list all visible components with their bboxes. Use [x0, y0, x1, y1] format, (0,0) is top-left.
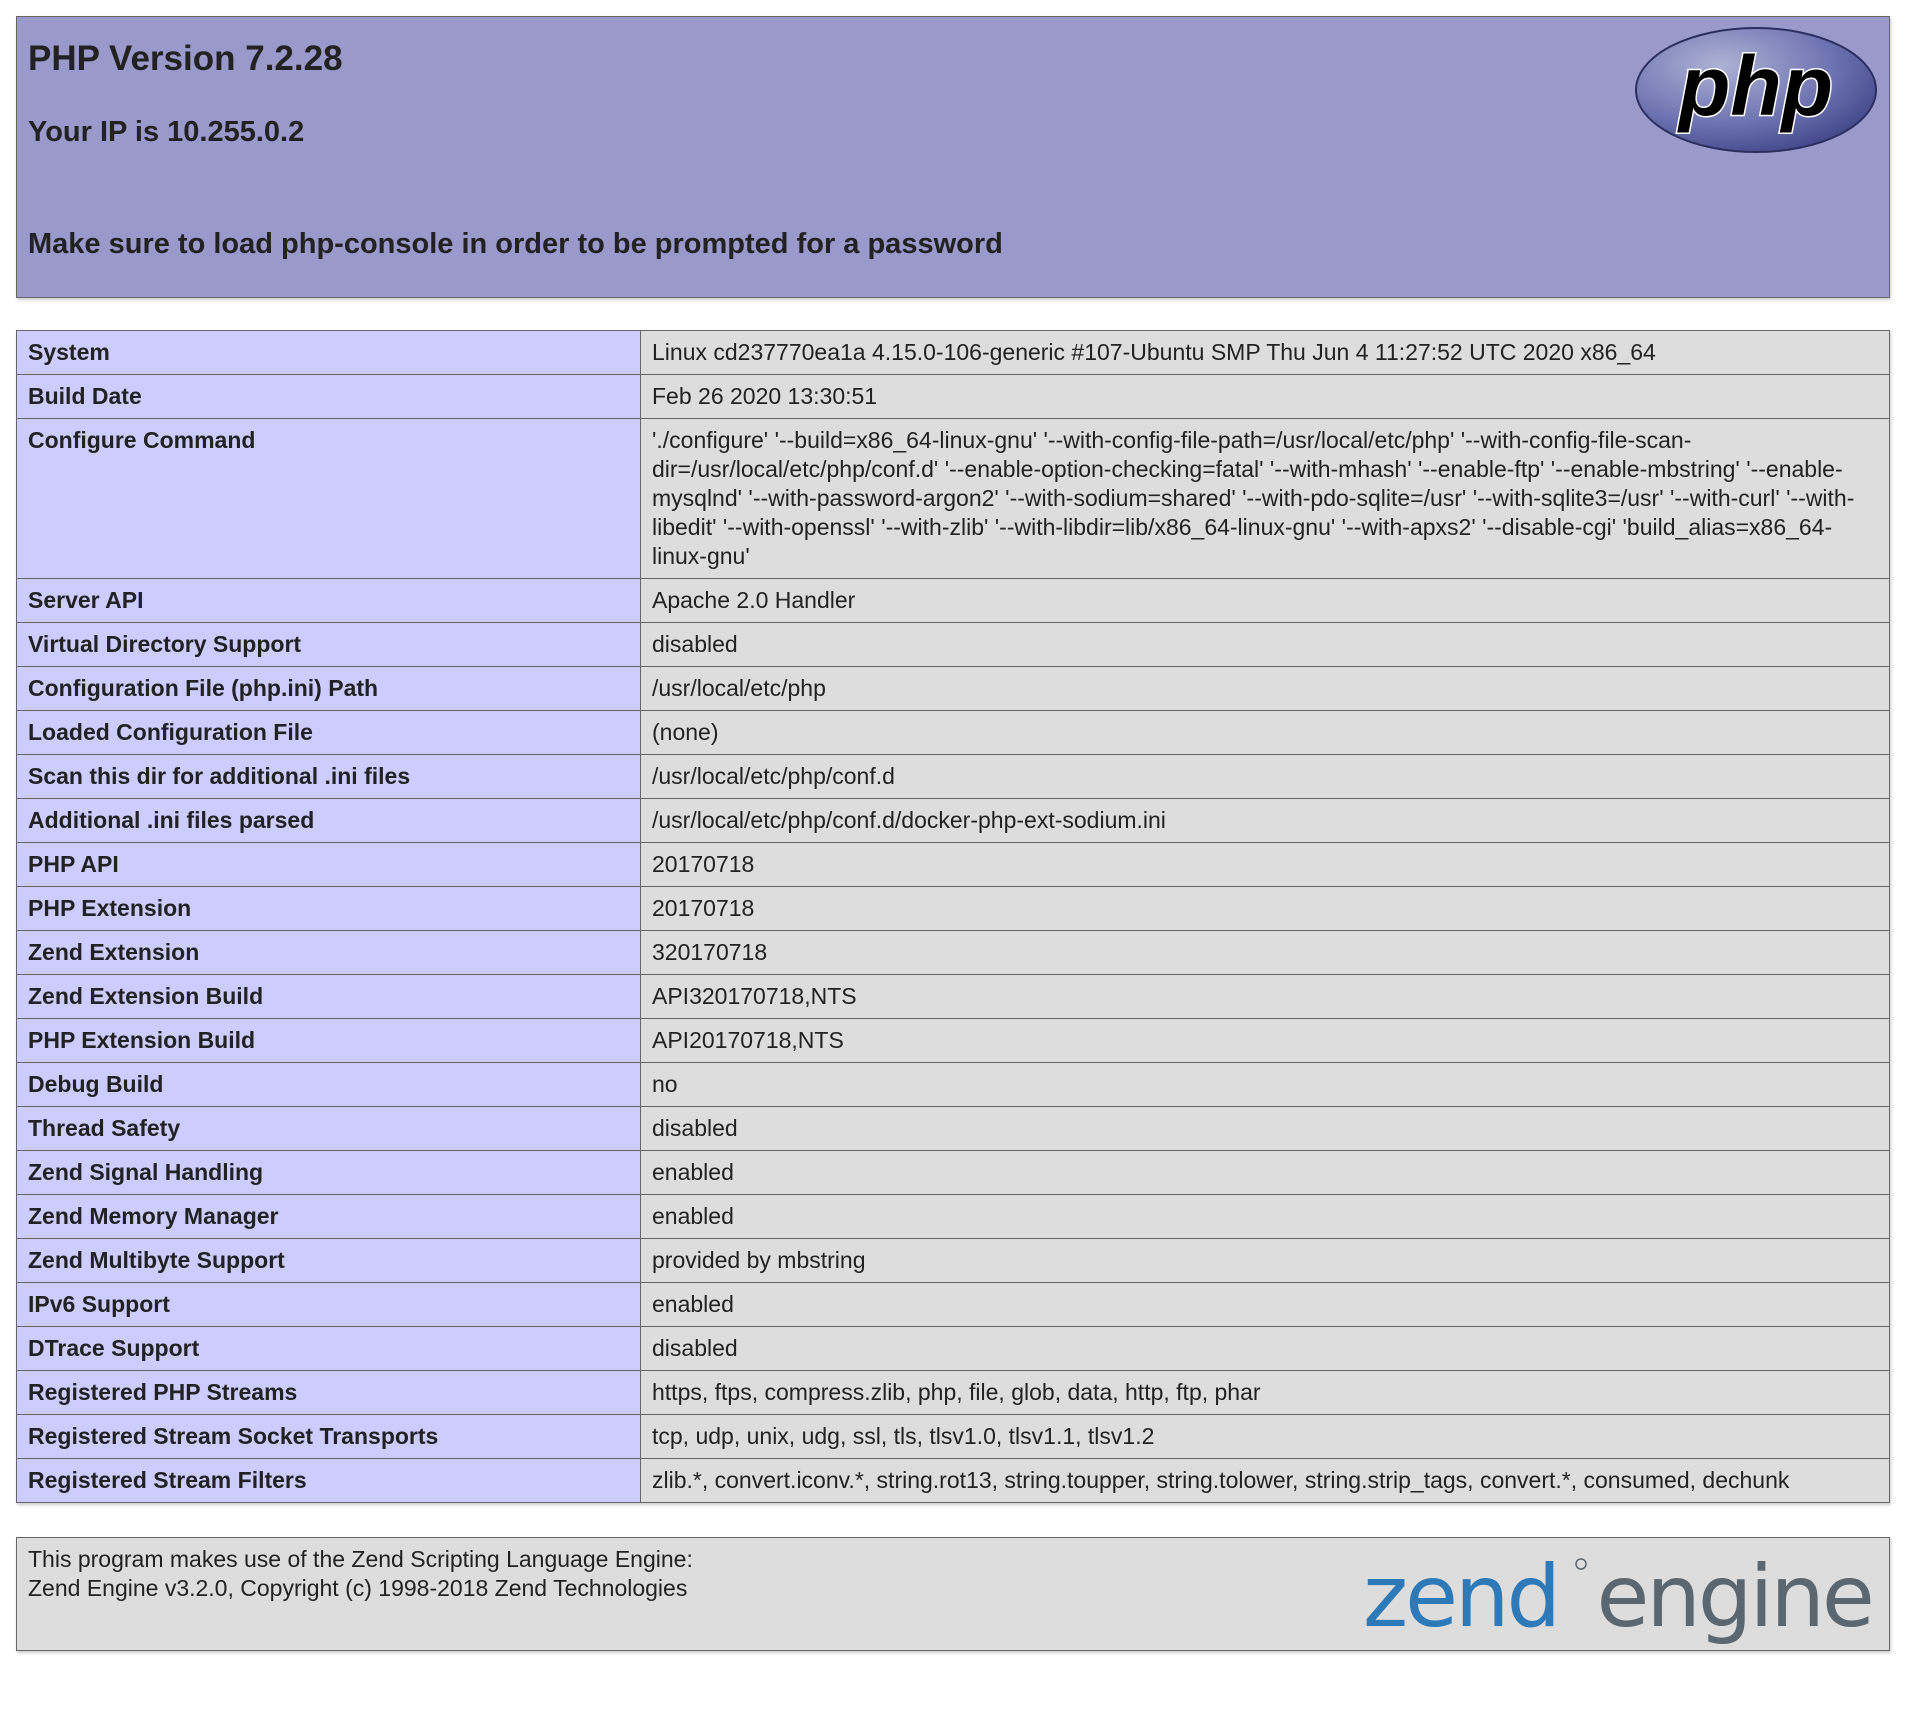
row-key: PHP API [16, 842, 641, 887]
row-value: 20170718 [640, 842, 1890, 887]
table-row: Registered Stream Socket Transports tcp, … [16, 1414, 1890, 1459]
zend-engine-logo: zend engine [1363, 1547, 1875, 1647]
row-value: zlib.*, convert.iconv.*, string.rot13, s… [640, 1458, 1890, 1503]
zend-logo-text-b: engine [1597, 1547, 1872, 1647]
row-key: Configuration File (php.ini) Path [16, 666, 641, 711]
row-value: API320170718,NTS [640, 974, 1890, 1019]
row-key: Additional .ini files parsed [16, 798, 641, 843]
row-key: Server API [16, 578, 641, 623]
row-value: 320170718 [640, 930, 1890, 975]
page-title: PHP Version 7.2.28 [28, 39, 343, 78]
row-value: enabled [640, 1150, 1890, 1195]
registered-mark-icon [1575, 1558, 1587, 1570]
row-value: /usr/local/etc/php/conf.d/docker-php-ext… [640, 798, 1890, 843]
row-value: /usr/local/etc/php/conf.d [640, 754, 1890, 799]
row-value: (none) [640, 710, 1890, 755]
row-key: System [16, 330, 641, 375]
table-row: Server API Apache 2.0 Handler [16, 578, 1890, 623]
table-row: Zend Signal Handling enabled [16, 1150, 1890, 1195]
row-value: https, ftps, compress.zlib, php, file, g… [640, 1370, 1890, 1415]
row-key: Configure Command [16, 418, 641, 579]
row-key: Loaded Configuration File [16, 710, 641, 755]
row-key: Zend Extension Build [16, 974, 641, 1019]
console-notice: Make sure to load php-console in order t… [28, 228, 1003, 260]
table-row: Debug Build no [16, 1062, 1890, 1107]
row-value: provided by mbstring [640, 1238, 1890, 1283]
row-key: Thread Safety [16, 1106, 641, 1151]
row-value: Apache 2.0 Handler [640, 578, 1890, 623]
row-key: PHP Extension [16, 886, 641, 931]
php-logo: php [1635, 27, 1877, 153]
table-row: Configuration File (php.ini) Path/usr/lo… [16, 666, 1890, 711]
row-value: enabled [640, 1194, 1890, 1239]
row-key: Virtual Directory Support [16, 622, 641, 667]
row-key: Zend Multibyte Support [16, 1238, 641, 1283]
phpinfo-page: PHP Version 7.2.28 Your IP is 10.255.0.2… [16, 16, 1890, 1651]
table-row: Registered Stream Filters zlib.*, convert… [16, 1458, 1890, 1503]
row-key: Zend Memory Manager [16, 1194, 641, 1239]
row-value: disabled [640, 622, 1890, 667]
row-value: Feb 26 2020 13:30:51 [640, 374, 1890, 419]
php-logo-text: php [1677, 39, 1833, 133]
table-row: Configure Command './configure' '--build=… [16, 418, 1890, 579]
row-key: Debug Build [16, 1062, 641, 1107]
table-row: DTrace Support disabled [16, 1326, 1890, 1371]
table-row: PHP Extension Build API20170718,NTS [16, 1018, 1890, 1063]
row-key: IPv6 Support [16, 1282, 641, 1327]
table-row: Thread Safety disabled [16, 1106, 1890, 1151]
footer-panel: This program makes use of the Zend Scrip… [16, 1537, 1890, 1651]
row-key: Registered Stream Socket Transports [16, 1414, 641, 1459]
row-value: './configure' '--build=x86_64-linux-gnu'… [640, 418, 1890, 579]
table-row: System Linux cd237770ea1a 4.15.0-106-gene… [16, 330, 1890, 375]
table-row: PHP Extension 20170718 [16, 886, 1890, 931]
ip-line: Your IP is 10.255.0.2 [28, 116, 305, 148]
table-row: Zend Extension Build API320170718,NTS [16, 974, 1890, 1019]
svg-text:zend engine: zend engine [1363, 1547, 1872, 1647]
row-key: DTrace Support [16, 1326, 641, 1371]
table-row: Additional .ini files parsed/usr/local/e… [16, 798, 1890, 843]
table-row: Registered PHP Streams https, ftps, compr… [16, 1370, 1890, 1415]
table-row: Scan this dir for additional .ini files /… [16, 754, 1890, 799]
row-value: enabled [640, 1282, 1890, 1327]
row-key: PHP Extension Build [16, 1018, 641, 1063]
table-row: Build Date Feb 26 2020 13:30:51 [16, 374, 1890, 419]
table-row: PHP API 20170718 [16, 842, 1890, 887]
footer-line-1: This program makes use of the Zend Scrip… [28, 1546, 693, 1572]
row-key: Build Date [16, 374, 641, 419]
row-key: Zend Signal Handling [16, 1150, 641, 1195]
row-key: Registered Stream Filters [16, 1458, 641, 1503]
row-value: disabled [640, 1106, 1890, 1151]
footer-line-2: Zend Engine v3.2.0, Copyright (c) 1998-2… [28, 1575, 688, 1601]
row-value: tcp, udp, unix, udg, ssl, tls, tlsv1.0, … [640, 1414, 1890, 1459]
row-value: no [640, 1062, 1890, 1107]
row-value: API20170718,NTS [640, 1018, 1890, 1063]
table-row: IPv6 Support enabled [16, 1282, 1890, 1327]
table-row: Zend Multibyte Support provided by mbstri… [16, 1238, 1890, 1283]
row-value: 20170718 [640, 886, 1890, 931]
table-row: Zend Memory Manager enabled [16, 1194, 1890, 1239]
row-value: Linux cd237770ea1a 4.15.0-106-generic #1… [640, 330, 1890, 375]
info-table: System Linux cd237770ea1a 4.15.0-106-gene… [16, 330, 1890, 1503]
table-row: Zend Extension 320170718 [16, 930, 1890, 975]
row-key: Registered PHP Streams [16, 1370, 641, 1415]
zend-logo-text-a: zend [1363, 1547, 1558, 1647]
row-key: Zend Extension [16, 930, 641, 975]
table-row: Virtual Directory Support disabled [16, 622, 1890, 667]
row-value: disabled [640, 1326, 1890, 1371]
header-panel: PHP Version 7.2.28 Your IP is 10.255.0.2… [16, 16, 1890, 298]
table-row: Loaded Configuration File (none) [16, 710, 1890, 755]
row-key: Scan this dir for additional .ini files [16, 754, 641, 799]
row-value: /usr/local/etc/php [640, 666, 1890, 711]
